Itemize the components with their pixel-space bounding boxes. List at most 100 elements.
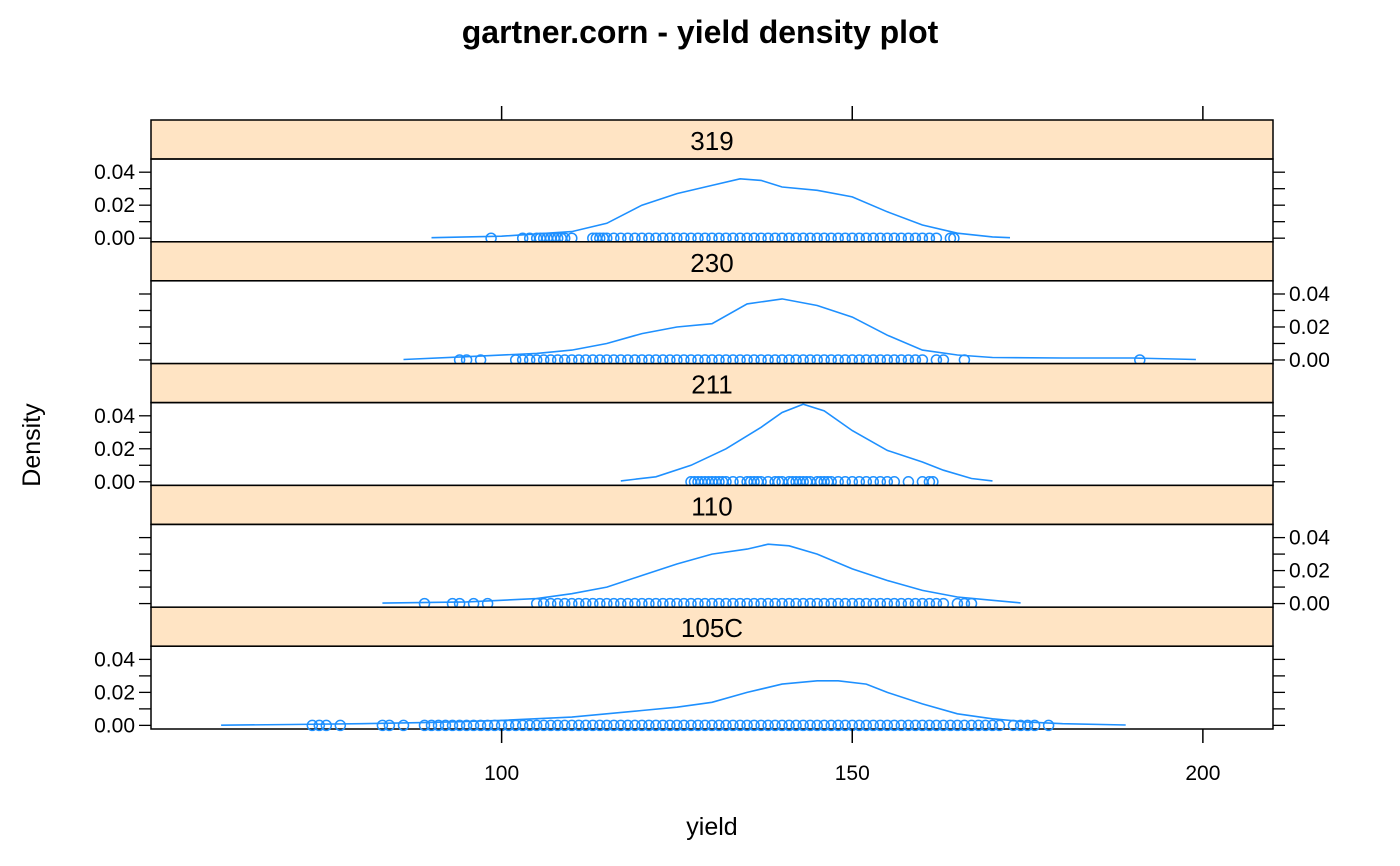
density-curve [620, 403, 993, 482]
strip-105c [150, 606, 1274, 647]
y-tick-label: 0.02 [1289, 560, 1330, 583]
x-tick-label: 100 [484, 762, 519, 785]
data-point [537, 719, 550, 732]
data-point [951, 719, 964, 732]
panel-frame [150, 523, 1274, 608]
plot-area: 319 0.00 0.02 0.04 230 0.00 0.02 0.04 211 0.00 0.0… [94, 106, 1330, 785]
data-point [811, 719, 823, 732]
data-point [453, 719, 466, 732]
data-point [566, 719, 578, 732]
data-point [685, 719, 697, 732]
data-point [544, 719, 557, 732]
data-point [432, 719, 445, 732]
y-tick-label: 0.04 [1289, 527, 1330, 550]
data-point [1028, 719, 1041, 732]
density-curve [431, 177, 1011, 239]
data-point [622, 719, 634, 732]
density-curve [221, 680, 1126, 726]
strip-319 [150, 119, 1274, 160]
y-tick-label: 0.00 [94, 227, 135, 250]
y-tick-label: 0.00 [94, 471, 135, 494]
data-point [467, 719, 480, 732]
data-point [874, 719, 887, 732]
data-point [713, 719, 725, 732]
data-point [551, 719, 564, 732]
data-point [594, 719, 606, 732]
data-point [958, 719, 971, 732]
data-point [334, 719, 347, 732]
data-point [530, 719, 543, 732]
strip-110 [150, 484, 1274, 526]
data-point [678, 719, 690, 732]
data-point [818, 719, 830, 732]
data-point [425, 719, 438, 732]
data-point [418, 719, 431, 732]
data-point [825, 719, 837, 732]
panel-frame [150, 158, 1274, 243]
data-point [601, 719, 613, 732]
density-curve [382, 543, 1021, 604]
data-point [909, 719, 922, 732]
data-point [1007, 719, 1020, 732]
data-point [783, 719, 795, 732]
data-point [488, 719, 501, 732]
data-point [699, 719, 711, 732]
panel-110: 110 0.00 0.02 0.04 [139, 484, 1330, 616]
data-point [923, 719, 936, 732]
density-curve [403, 298, 1196, 361]
data-point [580, 719, 592, 732]
data-point [509, 719, 522, 732]
data-point [720, 719, 732, 732]
panel-frame [150, 280, 1274, 365]
strip-label: 319 [690, 126, 733, 156]
data-point [867, 719, 880, 732]
strip-label: 110 [691, 491, 732, 521]
data-point [657, 719, 669, 732]
data-point [965, 719, 978, 732]
data-point [790, 719, 802, 732]
data-point [1021, 719, 1034, 732]
data-point [979, 719, 992, 732]
data-point [853, 719, 866, 732]
panel-frame [150, 645, 1274, 730]
chart-title: gartner.corn - yield density plot [462, 14, 939, 50]
data-point [573, 719, 585, 732]
y-tick-label: 0.04 [1289, 283, 1330, 306]
data-point [916, 719, 929, 732]
x-tick-label: 200 [1185, 762, 1220, 785]
y-tick-label: 0.04 [94, 648, 135, 671]
data-point [895, 719, 908, 732]
data-point [502, 719, 515, 732]
data-point [481, 719, 494, 732]
x-tick-label: 150 [835, 762, 870, 785]
data-point [902, 719, 915, 732]
data-point [320, 719, 333, 732]
y-tick-label: 0.00 [1289, 593, 1330, 616]
data-point [937, 719, 950, 732]
data-point [762, 719, 774, 732]
y-axis-label: Density [18, 403, 46, 487]
data-point [1014, 719, 1027, 732]
data-point [446, 719, 459, 732]
y-tick-label: 0.02 [94, 681, 135, 704]
data-point [636, 719, 648, 732]
data-point [1042, 719, 1055, 732]
data-point [516, 719, 529, 732]
data-point [397, 719, 410, 732]
data-point [741, 719, 753, 732]
data-point [692, 719, 704, 732]
y-tick-label: 0.04 [94, 161, 135, 184]
y-tick-label: 0.00 [1289, 349, 1330, 372]
data-point [671, 719, 683, 732]
data-point [993, 719, 1006, 732]
data-point [860, 719, 873, 732]
data-point [734, 719, 746, 732]
data-point [986, 719, 999, 732]
y-tick-label: 0.04 [94, 405, 135, 428]
strip-label: 211 [691, 370, 732, 400]
data-point [629, 719, 641, 732]
data-point [643, 719, 655, 732]
data-point [881, 719, 894, 732]
strip-label: 105C [681, 613, 743, 643]
